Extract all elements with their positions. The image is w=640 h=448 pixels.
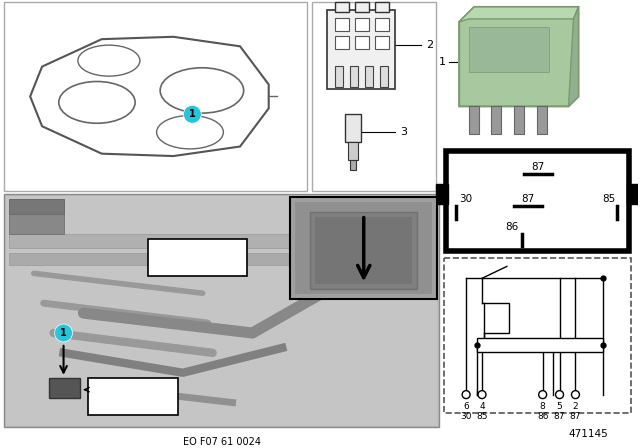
Text: 4: 4	[479, 402, 485, 411]
Text: K1: K1	[125, 383, 141, 396]
Bar	[345, 114, 361, 142]
Bar	[374, 18, 388, 31]
Bar	[484, 303, 509, 333]
Circle shape	[539, 391, 547, 399]
Bar	[335, 18, 349, 31]
Bar	[9, 199, 63, 214]
Text: 86: 86	[537, 412, 548, 421]
Bar	[327, 10, 394, 90]
Bar	[444, 258, 631, 413]
Bar	[444, 2, 631, 146]
Bar	[148, 238, 248, 276]
Bar	[315, 217, 412, 284]
Text: 86: 86	[505, 222, 518, 232]
Bar	[365, 65, 372, 87]
Bar	[88, 378, 178, 415]
Text: 30: 30	[460, 194, 473, 204]
Ellipse shape	[157, 116, 223, 149]
Bar	[335, 36, 349, 49]
Text: 2: 2	[426, 40, 433, 50]
Circle shape	[556, 391, 564, 399]
Circle shape	[184, 105, 202, 123]
Text: 6: 6	[463, 402, 469, 411]
Bar	[374, 2, 388, 12]
Bar	[350, 160, 356, 170]
Circle shape	[54, 324, 72, 342]
Bar	[348, 142, 358, 160]
Bar	[537, 106, 547, 134]
Text: EO F07 61 0024: EO F07 61 0024	[182, 437, 260, 448]
Polygon shape	[459, 7, 579, 22]
Text: 8: 8	[540, 402, 545, 411]
Bar	[4, 2, 307, 191]
Circle shape	[572, 391, 579, 399]
Bar	[514, 106, 524, 134]
Bar	[9, 199, 63, 233]
Bar	[436, 184, 448, 204]
Text: 85: 85	[476, 412, 488, 421]
Text: 87: 87	[531, 162, 544, 172]
Ellipse shape	[78, 45, 140, 76]
Bar	[335, 2, 349, 12]
Bar	[310, 212, 417, 289]
Bar	[446, 151, 629, 251]
Text: E28: E28	[186, 244, 210, 257]
Bar	[355, 2, 369, 12]
Text: 87: 87	[521, 194, 534, 204]
Bar	[469, 106, 479, 134]
Bar	[9, 254, 295, 265]
Text: 3: 3	[401, 127, 408, 137]
Bar	[9, 233, 290, 249]
Bar	[627, 184, 639, 204]
Bar	[469, 27, 548, 72]
PathPatch shape	[30, 37, 269, 156]
Bar	[491, 106, 501, 134]
Bar	[4, 194, 439, 427]
Text: 87: 87	[570, 412, 581, 421]
Circle shape	[462, 391, 470, 399]
Bar	[374, 36, 388, 49]
Bar	[6, 196, 437, 426]
Bar	[350, 65, 358, 87]
Polygon shape	[568, 7, 579, 106]
Text: 87: 87	[554, 412, 565, 421]
Text: K1*1B: K1*1B	[113, 398, 154, 411]
Text: 1: 1	[60, 328, 67, 338]
Bar	[380, 65, 388, 87]
Circle shape	[478, 391, 486, 399]
Text: 85: 85	[603, 194, 616, 204]
Bar	[355, 18, 369, 31]
Text: 2: 2	[573, 402, 579, 411]
Text: 1: 1	[439, 56, 446, 67]
Bar	[295, 202, 433, 294]
Text: 30: 30	[460, 412, 472, 421]
Text: 5: 5	[557, 402, 563, 411]
Bar	[290, 197, 437, 299]
Text: 1: 1	[189, 109, 196, 119]
Text: E28*1B: E28*1B	[174, 259, 221, 272]
Ellipse shape	[59, 82, 135, 123]
Bar	[49, 378, 81, 397]
Text: 471145: 471145	[568, 429, 608, 439]
Bar	[335, 65, 343, 87]
Bar	[477, 338, 604, 352]
Polygon shape	[459, 7, 579, 106]
Ellipse shape	[160, 68, 244, 113]
Bar	[355, 36, 369, 49]
Bar	[312, 2, 436, 191]
